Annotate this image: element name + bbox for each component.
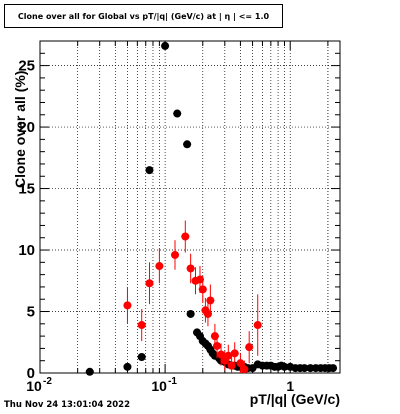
red-data-point — [227, 361, 236, 370]
black-data-point — [329, 364, 338, 373]
y-tick-label: 10 — [18, 242, 35, 259]
x-tick-exponent: -2 — [43, 376, 52, 387]
red-data-point — [253, 321, 262, 330]
red-data-point — [155, 262, 164, 271]
x-tick-label: 10 — [26, 378, 42, 394]
y-tick-label: 15 — [18, 181, 35, 198]
y-axis-label: Clone over all (%) — [12, 70, 28, 188]
black-data-point — [183, 140, 192, 149]
timestamp: Thu Nov 24 13:01:04 2022 — [4, 400, 131, 410]
black-data-point — [280, 362, 289, 371]
black-data-point — [137, 353, 146, 362]
red-data-point — [137, 321, 146, 330]
x-tick-label: 10 — [151, 378, 167, 394]
red-data-point — [206, 296, 215, 305]
red-data-point — [198, 285, 207, 294]
chart-title: Clone over all for Global vs pT/|q| (GeV… — [4, 4, 283, 28]
grid-lines — [40, 41, 340, 373]
red-data-point — [236, 359, 245, 368]
y-tick-label: 0 — [27, 365, 35, 382]
x-axis-label: pT/|q| (GeV/c) — [249, 391, 340, 407]
y-tick-label: 20 — [18, 119, 35, 136]
red-data-point — [230, 349, 239, 358]
data-points — [85, 41, 338, 376]
plot-frame — [39, 40, 341, 374]
black-data-point — [145, 166, 154, 175]
red-data-point — [210, 332, 219, 341]
red-data-point — [181, 232, 190, 241]
red-data-point — [240, 365, 249, 374]
x-tick-exponent: -1 — [168, 376, 177, 387]
red-data-point — [186, 264, 195, 273]
red-data-point — [224, 351, 233, 360]
red-data-point — [213, 341, 222, 350]
red-data-point — [245, 343, 254, 352]
black-data-point — [300, 364, 309, 373]
y-tick-label: 25 — [18, 58, 35, 75]
black-data-point — [123, 362, 132, 371]
red-data-point — [195, 275, 204, 284]
red-data-point — [123, 301, 132, 310]
red-data-point — [145, 279, 154, 288]
red-data-point — [217, 350, 226, 359]
black-data-point — [173, 109, 182, 118]
black-data-point — [186, 309, 195, 318]
x-tick-label: 1 — [286, 378, 294, 394]
axis-ticks — [39, 40, 340, 374]
y-tick-label: 5 — [27, 304, 35, 321]
black-data-point — [85, 367, 94, 376]
red-data-point — [171, 250, 180, 259]
black-data-point — [161, 41, 170, 50]
